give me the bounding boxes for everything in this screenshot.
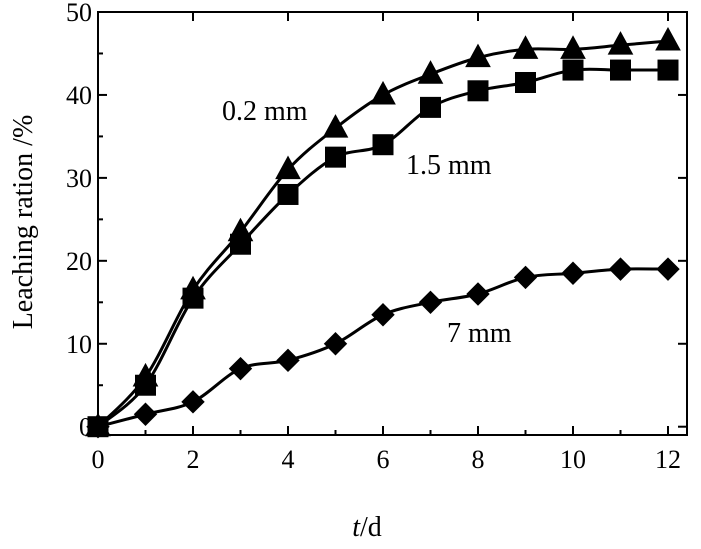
triangle-marker xyxy=(465,43,491,68)
diamond-marker xyxy=(181,390,205,414)
diamond-marker xyxy=(86,414,110,439)
diamond-marker xyxy=(513,265,538,290)
square-marker xyxy=(325,146,346,168)
x-tick-label: 8 xyxy=(472,445,485,474)
triangle-marker xyxy=(560,35,586,59)
triangle-marker xyxy=(370,80,396,105)
x-tick-label: 12 xyxy=(655,445,681,474)
series-label-7mm: 7 mm xyxy=(447,318,512,349)
series-label-0-2mm: 0.2 mm xyxy=(222,96,308,127)
x-tick-label: 4 xyxy=(282,445,295,474)
series-label-1-5mm: 1.5 mm xyxy=(406,150,492,181)
y-tick-label: 40 xyxy=(66,81,92,110)
x-axis-label: t/d xyxy=(352,512,382,543)
x-tick-label: 2 xyxy=(187,445,200,474)
triangle-marker xyxy=(417,60,444,84)
x-tick-label: 6 xyxy=(377,445,390,474)
y-tick-label: 30 xyxy=(66,164,92,193)
diamond-marker xyxy=(276,348,300,373)
triangle-marker xyxy=(607,31,634,55)
series-markers xyxy=(85,26,681,439)
square-marker xyxy=(420,96,441,118)
triangle-marker xyxy=(275,155,301,180)
x-tick-label: 0 xyxy=(92,445,105,474)
diamond-marker xyxy=(466,282,490,306)
square-marker xyxy=(230,233,251,255)
square-marker xyxy=(515,72,536,93)
square-marker xyxy=(467,80,489,102)
x-tick-label: 10 xyxy=(560,445,586,474)
series-line-1 xyxy=(97,67,668,428)
axes xyxy=(97,11,688,436)
diamond-marker xyxy=(371,303,395,327)
x-axis-ticks: 0 2 4 6 8 10 12 xyxy=(92,12,681,474)
diamond-marker xyxy=(656,257,680,281)
square-marker xyxy=(610,59,631,81)
square-marker xyxy=(372,134,394,156)
y-axis-label: Leaching ration /% xyxy=(8,115,39,330)
square-marker xyxy=(277,183,299,205)
diamond-marker xyxy=(418,290,443,315)
diamond-marker xyxy=(228,356,253,381)
y-tick-label: 20 xyxy=(66,247,92,276)
triangle-marker xyxy=(512,35,539,59)
triangle-marker xyxy=(322,114,349,138)
triangle-marker xyxy=(655,26,681,51)
square-marker xyxy=(135,374,156,396)
y-tick-label: 50 xyxy=(66,0,92,27)
diamond-marker xyxy=(133,402,158,426)
diamond-marker xyxy=(561,261,585,285)
square-marker xyxy=(657,59,679,81)
y-tick-label: 10 xyxy=(66,330,92,359)
square-marker xyxy=(562,59,584,81)
plot-frame xyxy=(97,11,688,436)
diamond-marker xyxy=(323,332,348,356)
square-marker xyxy=(182,287,204,309)
diamond-marker xyxy=(608,257,633,281)
